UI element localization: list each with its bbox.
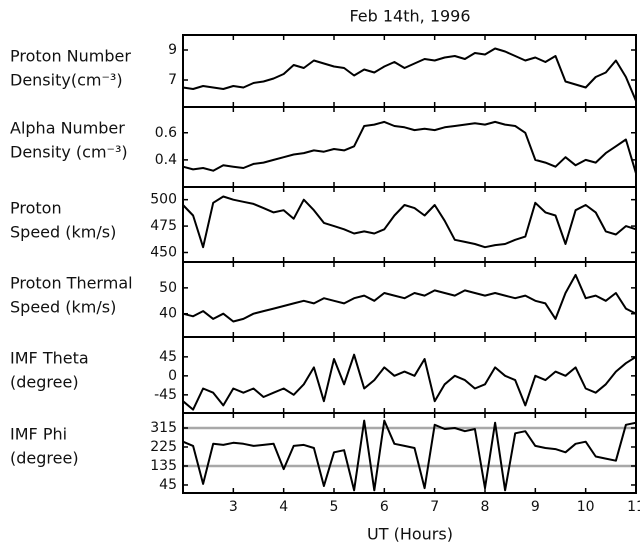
panel-frame bbox=[182, 412, 637, 494]
y-axis-label: Proton Thermal bbox=[10, 274, 133, 293]
data-line bbox=[182, 120, 637, 174]
y-tick-label: 45 bbox=[159, 349, 177, 365]
y-axis-label: Speed (km/s) bbox=[10, 298, 116, 317]
x-tick-label: 3 bbox=[229, 499, 238, 515]
y-axis-label: IMF Phi bbox=[10, 425, 67, 444]
x-tick-label: 8 bbox=[481, 499, 490, 515]
y-axis-label: IMF Theta bbox=[10, 349, 89, 368]
y-axis-label: Speed (km/s) bbox=[10, 223, 116, 242]
x-axis-label: UT (Hours) bbox=[367, 525, 453, 544]
y-tick-label: 50 bbox=[159, 280, 177, 296]
y-tick-label: 7 bbox=[168, 72, 177, 88]
chart-title: Feb 14th, 1996 bbox=[349, 7, 470, 26]
y-tick-label: 500 bbox=[150, 192, 177, 208]
x-tick-label: 5 bbox=[330, 499, 339, 515]
panel-frame bbox=[182, 261, 637, 338]
y-tick-label: -45 bbox=[154, 387, 177, 403]
x-tick-label: 10 bbox=[577, 499, 595, 515]
x-tick-label: 9 bbox=[531, 499, 540, 515]
y-tick-label: 225 bbox=[150, 439, 177, 455]
data-line bbox=[182, 273, 637, 323]
y-axis-label: Alpha Number bbox=[10, 119, 125, 138]
data-line bbox=[182, 419, 637, 492]
x-tick-label: 6 bbox=[380, 499, 389, 515]
y-tick-label: 0.4 bbox=[155, 152, 177, 168]
y-tick-label: 450 bbox=[150, 244, 177, 260]
y-tick-label: 0 bbox=[168, 368, 177, 384]
y-axis-label: Density(cm⁻³) bbox=[10, 71, 123, 90]
y-tick-label: 0.6 bbox=[155, 125, 177, 141]
x-tick-label: 4 bbox=[279, 499, 288, 515]
x-tick-label: 7 bbox=[430, 499, 439, 515]
y-axis-label: Density (cm⁻³) bbox=[10, 143, 128, 162]
y-axis-label: (degree) bbox=[10, 373, 79, 392]
data-line bbox=[182, 47, 637, 102]
x-tick-label: 11 bbox=[627, 499, 640, 515]
y-tick-label: 315 bbox=[150, 420, 177, 436]
y-tick-label: 9 bbox=[168, 42, 177, 58]
panel-frame bbox=[182, 336, 637, 414]
y-axis-label: (degree) bbox=[10, 449, 79, 468]
y-axis-label: Proton bbox=[10, 199, 62, 218]
panel-frame bbox=[182, 106, 637, 188]
data-line bbox=[182, 353, 637, 411]
y-tick-label: 45 bbox=[159, 477, 177, 493]
panel-frame bbox=[182, 34, 637, 108]
panel-frame bbox=[182, 186, 637, 263]
y-tick-label: 475 bbox=[150, 218, 177, 234]
data-line bbox=[182, 195, 637, 249]
y-tick-label: 40 bbox=[159, 306, 177, 322]
y-tick-label: 135 bbox=[150, 458, 177, 474]
y-axis-label: Proton Number bbox=[10, 47, 131, 66]
